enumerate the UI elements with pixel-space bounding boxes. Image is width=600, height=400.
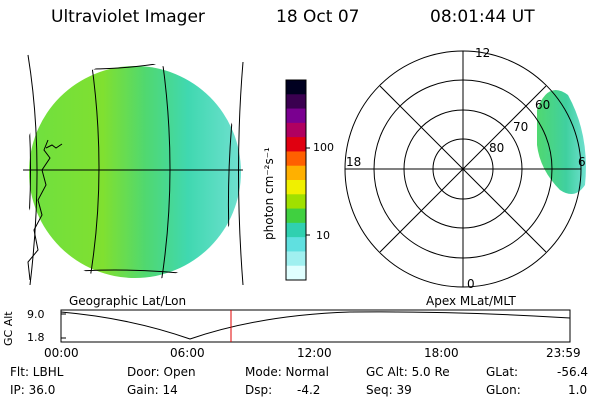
colorbar bbox=[285, 79, 310, 281]
mlt-label-6: 6 bbox=[578, 155, 586, 169]
dsp-label: Dsp: bbox=[245, 383, 273, 397]
colorbar-swatch bbox=[286, 222, 306, 238]
geo-image-disk bbox=[29, 66, 241, 278]
instrument-title: Ultraviolet Imager bbox=[51, 7, 205, 27]
colorbar-swatch bbox=[286, 151, 306, 167]
geographic-map bbox=[23, 54, 244, 286]
altitude-curve bbox=[60, 311, 571, 340]
time-label: 08:01:44 UT bbox=[430, 7, 535, 27]
colorbar-tick-10: 10 bbox=[316, 229, 330, 242]
coastline bbox=[27, 139, 51, 281]
colorbar-swatch bbox=[286, 251, 306, 267]
colorbar-swatch bbox=[286, 80, 306, 95]
polar-map-caption: Apex MLat/MLT bbox=[426, 294, 516, 308]
colorbar-tick-100: 100 bbox=[313, 141, 334, 154]
polar-map bbox=[344, 50, 586, 288]
colorbar-swatch bbox=[286, 165, 306, 181]
timeline-frame bbox=[60, 309, 571, 343]
colorbar-swatch bbox=[286, 137, 306, 152]
colorbar-swatch bbox=[286, 194, 306, 210]
geo-grid-line bbox=[238, 61, 244, 286]
timeline-ytick: 9.0 bbox=[27, 308, 45, 321]
filter-readout: Flt: LBHL bbox=[10, 365, 64, 379]
timeline-xtick: 06:00 bbox=[170, 346, 205, 360]
timeline-ylabel: GC Alt bbox=[2, 311, 15, 346]
timeline-ytick: 1.8 bbox=[27, 331, 45, 344]
dsp-value: -4.2 bbox=[297, 383, 321, 397]
mlat-label-60: 60 bbox=[535, 98, 551, 112]
mlat-label-70: 70 bbox=[513, 120, 529, 134]
coastline bbox=[45, 143, 63, 149]
timeline-xtick: 12:00 bbox=[297, 346, 332, 360]
glon-value: 1.0 bbox=[568, 383, 588, 397]
mlt-label-18: 18 bbox=[346, 155, 362, 169]
geo-map-caption: Geographic Lat/Lon bbox=[69, 294, 187, 308]
mlt-label-0: 0 bbox=[467, 277, 475, 291]
geo-grid-line bbox=[27, 54, 38, 286]
gain-readout: Gain: 14 bbox=[127, 383, 178, 397]
glat-label: GLat: bbox=[486, 365, 519, 379]
timeline-xtick: 18:00 bbox=[424, 346, 459, 360]
date-label: 18 Oct 07 bbox=[276, 7, 360, 27]
seq-readout: Seq: 39 bbox=[366, 383, 412, 397]
colorbar-swatch bbox=[286, 208, 306, 224]
mlt-label-12: 12 bbox=[475, 46, 491, 60]
polar-image-region bbox=[537, 90, 586, 194]
colorbar-swatch bbox=[286, 108, 306, 124]
timeline-xtick: 23:59 bbox=[546, 346, 581, 360]
colorbar-swatch bbox=[286, 94, 306, 110]
ip-readout: IP: 36.0 bbox=[10, 383, 56, 397]
colorbar-swatch bbox=[286, 180, 306, 195]
door-readout: Door: Open bbox=[127, 365, 196, 379]
gc-alt-readout: GC Alt: 5.0 Re bbox=[366, 365, 450, 379]
mlat-label-80: 80 bbox=[489, 141, 505, 155]
glon-label: GLon: bbox=[486, 383, 521, 397]
colorbar-swatch bbox=[286, 237, 306, 252]
colorbar-swatch bbox=[286, 122, 306, 138]
mode-readout: Mode: Normal bbox=[245, 365, 329, 379]
timeline-xtick: 00:00 bbox=[44, 346, 79, 360]
colorbar-label: photon cm⁻²s⁻¹ bbox=[262, 147, 276, 240]
altitude-timeline bbox=[60, 309, 571, 343]
colorbar-swatch bbox=[286, 265, 306, 281]
glat-value: -56.4 bbox=[557, 365, 589, 379]
